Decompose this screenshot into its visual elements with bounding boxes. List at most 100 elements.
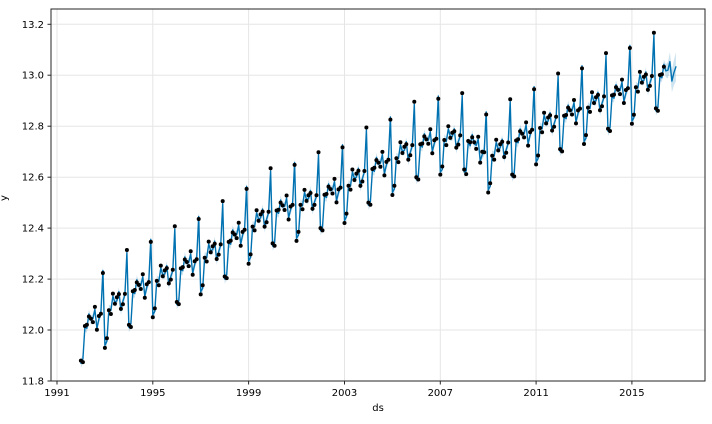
observed-point bbox=[214, 257, 219, 261]
observed-point bbox=[308, 191, 313, 195]
observed-point bbox=[136, 282, 141, 287]
observed-point bbox=[420, 141, 425, 146]
observed-point bbox=[224, 276, 229, 281]
observed-point bbox=[536, 153, 541, 158]
observed-point bbox=[170, 267, 175, 272]
observed-point bbox=[188, 249, 193, 254]
observed-point bbox=[502, 155, 507, 159]
observed-point bbox=[500, 139, 505, 144]
observed-point bbox=[426, 141, 431, 146]
observed-point bbox=[110, 291, 115, 296]
observed-point bbox=[572, 98, 576, 102]
observed-point bbox=[88, 316, 93, 321]
observed-point bbox=[218, 242, 223, 247]
observed-point bbox=[334, 200, 339, 205]
observed-point bbox=[172, 224, 177, 229]
observed-point bbox=[324, 192, 329, 196]
observed-point bbox=[398, 140, 403, 145]
observed-point bbox=[436, 96, 441, 101]
observed-point bbox=[138, 287, 143, 291]
observed-point bbox=[232, 232, 237, 237]
observed-point bbox=[338, 185, 343, 190]
observed-point bbox=[84, 322, 89, 327]
observed-point bbox=[378, 164, 383, 169]
observed-point bbox=[470, 135, 475, 140]
observed-point bbox=[554, 114, 559, 119]
observed-point bbox=[643, 72, 648, 77]
observed-point bbox=[396, 160, 401, 165]
observed-point bbox=[190, 272, 195, 277]
observed-point bbox=[204, 259, 209, 264]
y-tick-label-12.6: 12.6 bbox=[22, 173, 44, 184]
observed-point bbox=[386, 157, 391, 162]
observed-point bbox=[346, 183, 351, 188]
observed-point bbox=[454, 145, 459, 150]
observed-point bbox=[460, 91, 465, 96]
observed-point bbox=[176, 302, 181, 307]
observed-point bbox=[428, 127, 433, 132]
observed-point bbox=[661, 64, 666, 69]
observed-point bbox=[354, 171, 359, 176]
observed-point bbox=[408, 153, 413, 158]
observed-point bbox=[390, 193, 395, 197]
observed-point bbox=[212, 241, 217, 246]
observed-point bbox=[98, 311, 103, 316]
observed-point bbox=[438, 172, 443, 177]
plot-border bbox=[50, 8, 706, 382]
observed-point bbox=[348, 187, 353, 192]
observed-point bbox=[264, 220, 269, 225]
observed-point bbox=[290, 202, 295, 207]
observed-points bbox=[78, 30, 666, 365]
observed-point bbox=[440, 164, 445, 169]
observed-point bbox=[296, 229, 301, 234]
observed-point bbox=[560, 149, 565, 154]
observed-point bbox=[512, 174, 517, 179]
observed-point bbox=[132, 288, 137, 292]
observed-point bbox=[651, 30, 656, 35]
observed-point bbox=[268, 166, 273, 171]
observed-point bbox=[621, 101, 626, 105]
observed-point bbox=[570, 112, 574, 117]
observed-point bbox=[312, 202, 317, 207]
observed-point bbox=[108, 312, 113, 316]
observed-point bbox=[260, 209, 265, 214]
y-tick-label-12.8: 12.8 bbox=[22, 122, 44, 133]
observed-point bbox=[476, 134, 481, 139]
observed-point bbox=[618, 92, 622, 97]
observed-point bbox=[446, 124, 451, 129]
observed-point bbox=[302, 187, 307, 192]
observed-point bbox=[202, 255, 207, 260]
observed-point bbox=[258, 212, 263, 217]
y-axis-label: y bbox=[0, 195, 10, 201]
observed-point bbox=[246, 261, 251, 266]
observed-point bbox=[458, 133, 463, 138]
observed-point bbox=[286, 217, 291, 222]
observed-point bbox=[416, 177, 421, 182]
observed-point bbox=[350, 167, 355, 172]
observed-point bbox=[368, 202, 373, 207]
observed-point bbox=[154, 278, 159, 283]
observed-point bbox=[490, 153, 495, 158]
observed-point bbox=[228, 238, 233, 243]
observed-point bbox=[234, 236, 239, 241]
observed-point bbox=[94, 327, 99, 332]
observed-point bbox=[548, 113, 553, 118]
observed-point bbox=[328, 187, 333, 192]
observed-point bbox=[300, 207, 305, 212]
observed-point bbox=[542, 110, 547, 115]
observed-point bbox=[468, 140, 473, 145]
observed-point bbox=[478, 160, 483, 165]
observed-point bbox=[340, 145, 345, 150]
observed-point bbox=[252, 228, 257, 233]
x-tick-label-1991: 1991 bbox=[44, 388, 69, 399]
observed-point bbox=[90, 320, 95, 325]
observed-point bbox=[550, 128, 555, 133]
x-tick-label-2003: 2003 bbox=[332, 388, 357, 399]
observed-point bbox=[564, 113, 569, 117]
observed-point bbox=[592, 101, 596, 105]
observed-point bbox=[194, 257, 199, 262]
observed-point bbox=[596, 92, 600, 97]
x-tick-label-2015: 2015 bbox=[619, 388, 644, 399]
y-tick-label-12.4: 12.4 bbox=[22, 224, 44, 235]
